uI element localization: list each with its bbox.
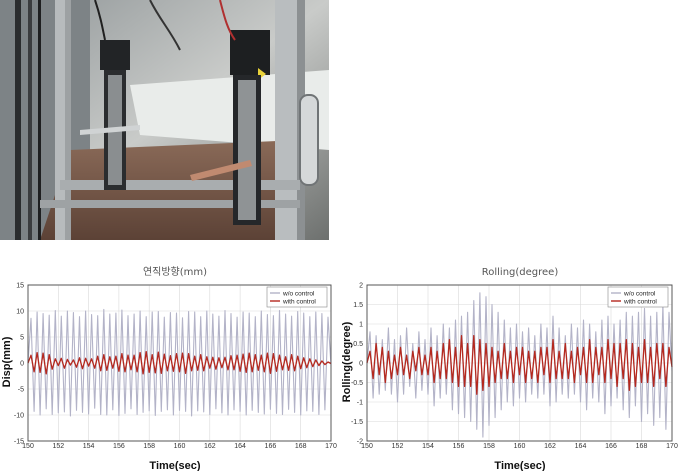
x-tick-label: 152 <box>52 443 64 450</box>
disp-chart: 연직방향(mm) Time(sec) Disp(mm) 150 152 154 156… <box>1 266 337 471</box>
x-tick-label: 156 <box>453 443 465 450</box>
x-tick-label: 168 <box>295 443 307 450</box>
x-tick-label: 168 <box>636 443 648 450</box>
y-axis-label: Rolling(degree) <box>341 321 353 402</box>
x-tick-label: 154 <box>83 443 95 450</box>
y-tick-label: 1 <box>359 322 363 329</box>
series-line-with-control <box>366 335 673 395</box>
x-tick-label: 166 <box>265 443 277 450</box>
y-tick-label: 2 <box>359 283 363 290</box>
y-tick-label: -2 <box>357 439 363 446</box>
x-tick-label: 150 <box>22 443 34 450</box>
y-tick-label: 0 <box>20 361 24 368</box>
y-tick-label: 0.5 <box>353 341 363 348</box>
y-axis-label: Disp(mm) <box>1 336 13 387</box>
x-tick-label: 170 <box>325 443 337 450</box>
chart-title: 연직방향(mm) <box>143 266 207 278</box>
x-tick-label: 164 <box>575 443 587 450</box>
x-tick-label: 170 <box>666 443 678 450</box>
x-tick-label: 158 <box>143 443 155 450</box>
y-tick-label: 0 <box>359 361 363 368</box>
x-tick-label: 162 <box>544 443 556 450</box>
y-tick-label: 10 <box>16 309 24 316</box>
test-rig-photo <box>0 0 329 240</box>
legend-box <box>266 286 328 308</box>
series-line-with-control <box>27 350 332 375</box>
x-tick-label: 154 <box>422 443 434 450</box>
chart-title: Rolling(degree) <box>482 267 559 278</box>
x-axis-label: Time(sec) <box>494 460 545 471</box>
y-tick-label: -5 <box>18 387 24 394</box>
rolling-chart: Rolling(degree) Time(sec) Rolling(degree… <box>341 267 678 471</box>
legend-label: with control <box>282 298 316 305</box>
y-tick-label: -15 <box>14 439 24 446</box>
x-tick-label: 152 <box>392 443 404 450</box>
x-tick-label: 164 <box>234 443 246 450</box>
y-tick-label: -1 <box>357 400 363 407</box>
x-tick-label: 160 <box>174 443 186 450</box>
y-tick-label: 5 <box>20 335 24 342</box>
plot-border <box>27 284 332 442</box>
photo-illustration <box>0 0 329 240</box>
x-axis-label: Time(sec) <box>149 460 200 471</box>
y-tick-label: -0.5 <box>351 380 363 387</box>
x-tick-label: 158 <box>483 443 495 450</box>
x-tick-label: 166 <box>605 443 617 450</box>
series-line-without-control <box>27 308 332 417</box>
x-tick-label: 160 <box>514 443 526 450</box>
legend-box <box>607 286 669 308</box>
x-tick-label: 162 <box>204 443 216 450</box>
legend-label: with control <box>623 298 657 305</box>
plot-border <box>366 284 673 442</box>
legend-label: w/o control <box>623 290 656 297</box>
y-tick-label: 1.5 <box>353 302 363 309</box>
legend-label: w/o control <box>282 290 315 297</box>
y-tick-label: 15 <box>16 283 24 290</box>
y-tick-label: -10 <box>14 413 24 420</box>
y-tick-label: -1.5 <box>351 419 363 426</box>
x-tick-label: 150 <box>361 443 373 450</box>
x-tick-label: 156 <box>113 443 125 450</box>
